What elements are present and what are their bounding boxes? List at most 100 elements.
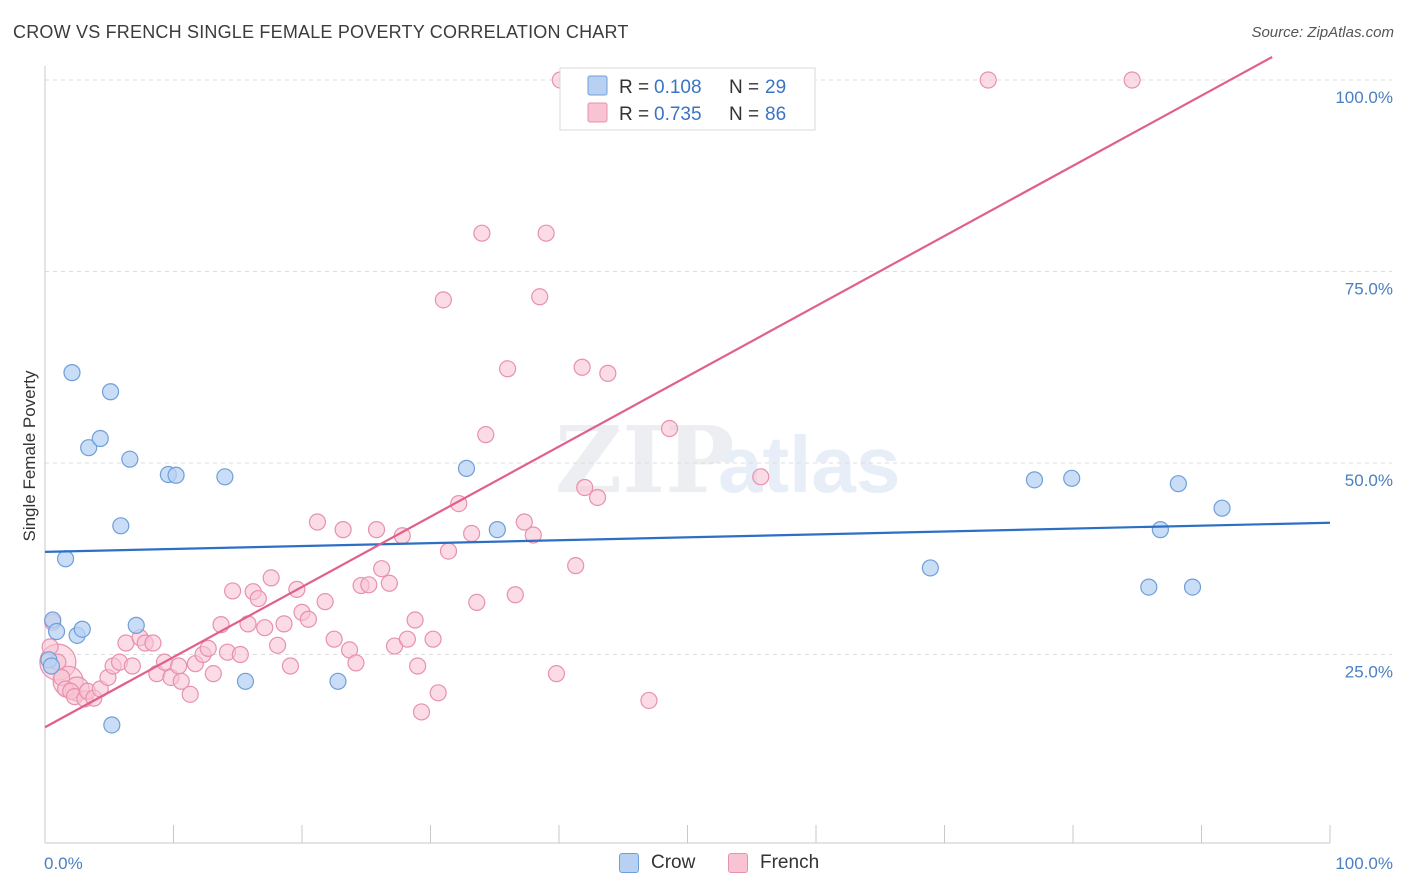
- french-point: [262, 569, 280, 587]
- legend-item-french: French: [728, 852, 819, 874]
- crow-point: [457, 459, 476, 477]
- crow-point: [236, 672, 255, 690]
- crow-swatch: [619, 853, 639, 873]
- french-point: [576, 478, 594, 497]
- french-point: [308, 513, 327, 531]
- french-n-label: N =: [729, 104, 759, 125]
- y-tick-label: 75.0%: [1345, 280, 1393, 299]
- french-point: [531, 288, 549, 306]
- grid-lines: [45, 79, 1392, 655]
- french-point: [499, 360, 517, 378]
- crow-point: [1183, 578, 1202, 596]
- french-point: [640, 691, 658, 710]
- french-point: [573, 358, 591, 376]
- crow-legend-swatch: [587, 75, 608, 96]
- french-r-value: 0.735: [654, 104, 702, 125]
- crow-point: [91, 429, 109, 448]
- tick-labels: 25.0% 50.0% 75.0% 100.0% 0.0% 100.0%: [44, 88, 1393, 873]
- french-point: [409, 657, 427, 675]
- stats-legend: R = 0.108 N = 29 R = 0.735 N = 86: [559, 67, 816, 131]
- svg-text:ZIP: ZIP: [555, 406, 734, 514]
- french-point: [468, 593, 486, 612]
- crow-point: [488, 521, 506, 539]
- crow-point: [47, 622, 66, 641]
- x-tick-label: 0.0%: [44, 854, 83, 873]
- french-point: [231, 645, 249, 664]
- legend-french-label: French: [760, 852, 820, 873]
- french-points: [39, 71, 1141, 721]
- french-point: [439, 542, 458, 560]
- crow-point: [103, 716, 121, 734]
- crow-point: [112, 517, 130, 535]
- crow-r-value: 0.108: [654, 77, 702, 98]
- crow-point: [42, 657, 61, 675]
- french-point: [199, 639, 217, 657]
- french-point: [325, 630, 343, 648]
- french-trend-line: [44, 56, 1273, 729]
- french-point: [249, 589, 267, 608]
- crow-point: [1151, 521, 1169, 539]
- crow-point: [329, 672, 347, 690]
- french-n-value: 86: [765, 104, 786, 125]
- french-point: [599, 364, 617, 382]
- chart-title: CROW VS FRENCH SINGLE FEMALE POVERTY COR…: [13, 22, 629, 42]
- french-point: [567, 557, 585, 575]
- french-point: [1123, 71, 1141, 89]
- y-tick-label: 25.0%: [1345, 663, 1393, 682]
- french-swatch: [728, 853, 748, 873]
- french-point: [256, 619, 274, 637]
- crow-point: [56, 550, 75, 568]
- crow-point: [101, 383, 120, 401]
- series-legend: Crow French: [0, 852, 1406, 878]
- french-point: [588, 488, 607, 507]
- french-point: [547, 665, 566, 683]
- french-point: [170, 657, 188, 675]
- french-point: [360, 576, 378, 594]
- french-point: [275, 615, 293, 633]
- french-point: [406, 611, 424, 629]
- crow-points: [40, 364, 1231, 734]
- crow-point: [167, 466, 185, 484]
- french-point: [367, 521, 386, 539]
- crow-point: [121, 450, 139, 468]
- french-point: [268, 636, 287, 654]
- crow-point: [73, 620, 91, 638]
- french-point: [144, 634, 162, 652]
- french-point: [347, 654, 365, 672]
- crow-point: [1025, 471, 1044, 489]
- x-tick-label: 100.0%: [1335, 854, 1393, 873]
- french-point: [380, 574, 398, 592]
- french-point: [979, 71, 997, 89]
- crow-point: [127, 616, 145, 634]
- crow-trend-line: [44, 521, 1331, 553]
- french-point: [281, 657, 300, 675]
- crow-n-label: N =: [729, 77, 759, 98]
- french-point: [524, 526, 542, 544]
- french-point: [429, 684, 447, 702]
- french-point: [224, 582, 242, 600]
- french-point: [204, 665, 222, 683]
- french-point: [424, 630, 442, 648]
- axes: [44, 66, 1331, 844]
- french-point: [181, 685, 199, 703]
- crow-point: [63, 364, 81, 382]
- crow-point: [1169, 475, 1187, 493]
- french-point: [506, 586, 524, 604]
- crow-point: [216, 468, 234, 486]
- french-point: [123, 657, 141, 675]
- french-point: [463, 524, 481, 543]
- crow-point: [1063, 469, 1081, 487]
- french-point: [299, 610, 318, 628]
- crow-point: [921, 559, 939, 577]
- y-tick-label: 50.0%: [1345, 471, 1393, 490]
- crow-point: [1213, 499, 1231, 517]
- legend-crow-label: Crow: [651, 852, 696, 873]
- crow-r-label: R =: [619, 77, 649, 98]
- french-point: [477, 426, 495, 444]
- y-tick-label: 100.0%: [1335, 88, 1393, 107]
- french-point: [660, 419, 679, 438]
- crow-n-value: 29: [765, 77, 786, 98]
- french-point: [515, 513, 533, 531]
- french-point: [537, 224, 555, 242]
